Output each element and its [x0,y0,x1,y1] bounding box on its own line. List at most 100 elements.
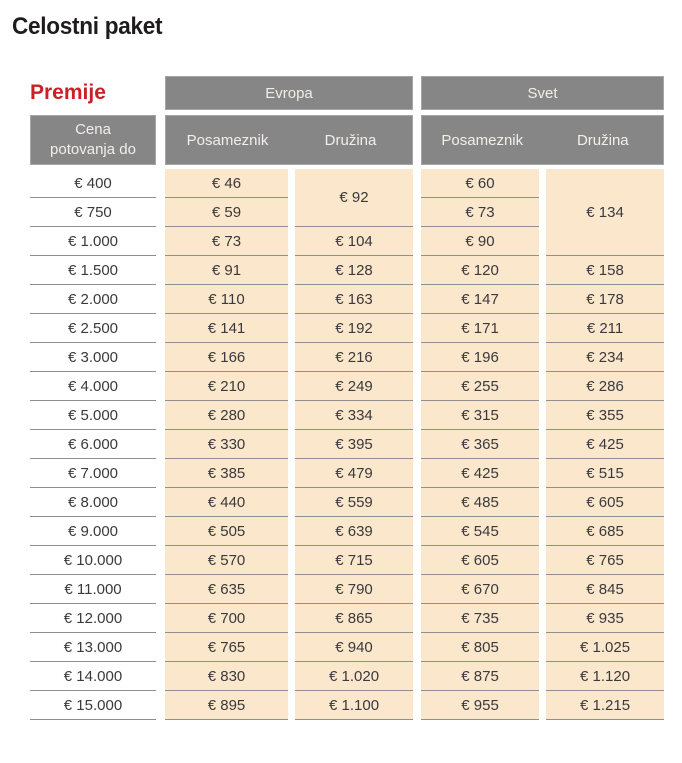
premium-cell: € 60 [421,169,540,198]
trip-price-limit-cell: € 750 [30,198,156,227]
trip-price-limit-cell: € 15.000 [30,691,156,720]
premium-cell: € 635 [165,575,288,604]
premium-cell: € 110 [165,285,288,314]
column-gap [413,314,421,343]
group-header-svet: Svet [421,76,665,110]
table-row: € 2.000 € 110 € 163 € 147 € 178 [30,285,665,314]
premium-cell: € 559 [295,488,414,517]
column-gap [413,517,421,546]
premium-cell: € 845 [546,575,665,604]
premium-cell: € 515 [546,459,665,488]
premium-table: Premije Evropa Svet Cena potovanja do Po… [30,76,665,720]
price-limit-header: Cena potovanja do [30,115,156,165]
column-gap [288,198,295,227]
column-gap [539,546,546,575]
premium-cell: € 505 [165,517,288,546]
premium-cell: € 955 [421,691,540,720]
column-gap [156,198,165,227]
column-gap [539,169,546,198]
column-gap [539,662,546,691]
premium-cell: € 685 [546,517,665,546]
premium-cell: € 196 [421,343,540,372]
column-gap [539,575,546,604]
trip-price-limit-cell: € 1.000 [30,227,156,256]
premium-cell: € 163 [295,285,414,314]
premium-cell: € 1.025 [546,633,665,662]
column-gap [156,372,165,401]
column-gap [413,115,421,165]
column-gap [413,430,421,459]
premium-cell: € 790 [295,575,414,604]
column-gap [288,546,295,575]
trip-price-limit-cell: € 10.000 [30,546,156,575]
column-gap [539,198,546,227]
trip-price-limit-cell: € 3.000 [30,343,156,372]
column-gap [413,488,421,517]
premije-label: Premije [30,81,106,104]
trip-price-limit-cell: € 7.000 [30,459,156,488]
premium-cell: € 334 [295,401,414,430]
column-gap [413,169,421,198]
column-gap [288,372,295,401]
column-gap [539,401,546,430]
premium-cell: € 895 [165,691,288,720]
table-row: € 15.000 € 895 € 1.100 € 955 € 1.215 [30,691,665,720]
premium-cell: € 1.215 [546,691,665,720]
column-gap [156,115,165,165]
table-row: € 6.000 € 330 € 395 € 365 € 425 [30,430,665,459]
premium-cell: € 46 [165,169,288,198]
column-gap [539,633,546,662]
table-body: € 400 € 46 € 92 € 60 € 134 € 750 € 59 € 73 € 1.0… [30,169,665,720]
trip-price-limit-cell: € 400 [30,169,156,198]
premium-cell: € 134 [546,169,665,256]
premium-cell: € 365 [421,430,540,459]
column-gap [156,633,165,662]
premium-cell: € 211 [546,314,665,343]
trip-price-limit-cell: € 2.000 [30,285,156,314]
column-gap [156,430,165,459]
column-gap [156,343,165,372]
column-gap [539,314,546,343]
column-gap [156,169,165,198]
column-gap [413,401,421,430]
column-gap [288,575,295,604]
premium-cell: € 1.020 [295,662,414,691]
column-gap [539,459,546,488]
premium-cell: € 90 [421,227,540,256]
table-row: € 4.000 € 210 € 249 € 255 € 286 [30,372,665,401]
premium-cell: € 216 [295,343,414,372]
premium-cell: € 280 [165,401,288,430]
column-gap [539,372,546,401]
trip-price-limit-cell: € 4.000 [30,372,156,401]
table-row: € 1.000 € 73 € 104 € 90 [30,227,664,256]
premium-cell: € 395 [295,430,414,459]
table-row: € 400 € 46 € 92 € 60 € 134 [30,169,665,256]
premium-cell: € 192 [295,314,414,343]
column-gap [156,662,165,691]
premium-cell: € 178 [546,285,665,314]
column-gap [156,227,165,256]
table-row: € 750 € 59 € 73 [30,198,664,227]
column-gap [288,662,295,691]
column-gap [413,256,421,285]
column-gap [413,227,421,256]
column-gap [413,285,421,314]
column-gap [288,256,295,285]
table-row: € 14.000 € 830 € 1.020 € 875 € 1.120 [30,662,665,691]
page-title: Celostni paket [12,13,163,40]
premium-cell: € 91 [165,256,288,285]
column-gap [539,604,546,633]
subcol-evropa-druzina: Družina [324,131,377,149]
trip-price-limit-cell: € 12.000 [30,604,156,633]
premium-cell: € 147 [421,285,540,314]
premium-cell: € 330 [165,430,288,459]
trip-price-limit-cell: € 2.500 [30,314,156,343]
premium-cell: € 875 [421,662,540,691]
premium-cell: € 570 [165,546,288,575]
column-gap [288,604,295,633]
table-row: € 1.500 € 91 € 128 € 120 € 158 [30,256,665,285]
column-gap [156,517,165,546]
column-gap [539,256,546,285]
column-gap [413,76,421,110]
column-gap [413,691,421,720]
